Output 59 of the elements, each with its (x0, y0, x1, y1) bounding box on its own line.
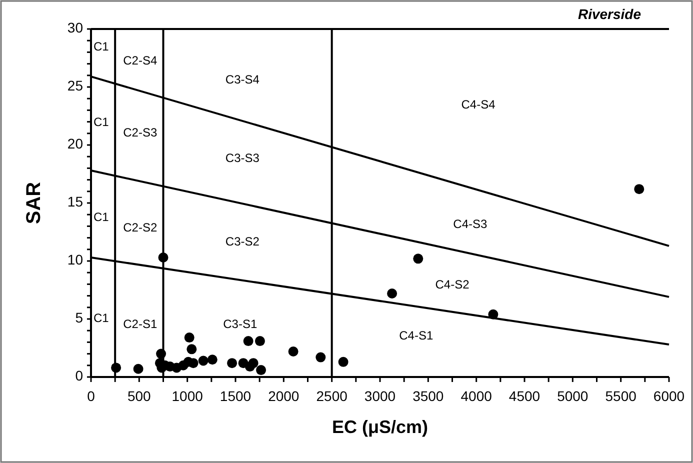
point (254, 336, 265, 346)
y-tick-label: 25 (67, 78, 84, 94)
point (634, 184, 644, 194)
point (207, 354, 218, 365)
x-tick-label: 2500 (316, 388, 348, 404)
annotation: C1 (93, 40, 110, 54)
annotation: C3-S2 (225, 234, 260, 248)
annotation: C3-S3 (225, 150, 260, 165)
annotation: C4-S2 (435, 278, 470, 292)
x-tick-label: 6000 (653, 388, 685, 404)
x-tick-label: 1000 (172, 388, 204, 404)
x-tick-label: 4500 (508, 388, 540, 404)
annotation: C4-S1 (399, 328, 434, 342)
point (186, 344, 197, 354)
annotation: C4-S3 (453, 217, 488, 232)
x-tick-label: 0 (87, 388, 96, 404)
annotation: C1 (93, 311, 110, 326)
x-tick-label: 5500 (605, 388, 637, 404)
point (111, 362, 122, 373)
point (387, 288, 398, 298)
point (133, 364, 144, 374)
point (413, 254, 424, 264)
point (244, 362, 255, 372)
point (338, 356, 348, 367)
y-tick-label: 10 (67, 252, 84, 268)
x-tick-label: 3000 (364, 388, 396, 404)
x-tick-label: 2000 (268, 388, 300, 404)
y-axis-title: SAR (23, 181, 45, 224)
point (243, 336, 254, 346)
point (256, 365, 266, 376)
annotation: C1 (93, 115, 110, 130)
annotation: C1 (93, 210, 110, 224)
point (156, 348, 166, 359)
annotation: C3-S1 (223, 316, 258, 331)
y-tick-label: 0 (75, 368, 84, 384)
y-tick-label: 20 (67, 136, 84, 152)
point (184, 332, 194, 343)
x-tick-label: 3500 (412, 388, 444, 404)
point (188, 358, 198, 368)
annotation: C2-S2 (123, 220, 158, 235)
annotation: C4-S4 (461, 98, 496, 112)
point (158, 252, 168, 263)
point (198, 356, 208, 366)
point (227, 358, 238, 368)
x-tick-label: 4000 (460, 388, 492, 404)
annotation: C2-S1 (123, 316, 158, 331)
annotation: C2-S3 (123, 126, 158, 140)
chart-title: Riverside (578, 6, 642, 22)
annotation: C3-S4 (225, 72, 260, 86)
x-tick-label: 5000 (557, 388, 588, 404)
annotation: C2-S4 (123, 54, 158, 68)
y-tick-label: 15 (67, 194, 84, 210)
x-tick-label: 500 (127, 388, 152, 404)
y-tick-label: 5 (75, 310, 84, 326)
x-axis-title: EC (μS/cm) (332, 417, 428, 437)
y-tick-label: 30 (67, 20, 84, 36)
point (288, 346, 298, 356)
point (316, 352, 326, 362)
x-tick-label: 1500 (220, 388, 252, 404)
